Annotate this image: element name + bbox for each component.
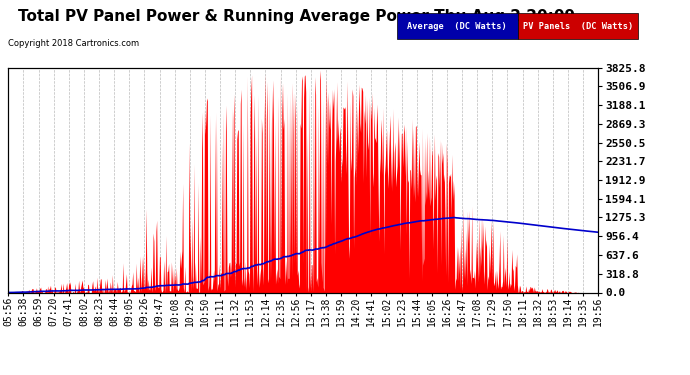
Text: Total PV Panel Power & Running Average Power Thu Aug 2 20:09: Total PV Panel Power & Running Average P… (18, 9, 575, 24)
Text: Copyright 2018 Cartronics.com: Copyright 2018 Cartronics.com (8, 39, 139, 48)
Text: PV Panels  (DC Watts): PV Panels (DC Watts) (523, 22, 633, 31)
Text: Average  (DC Watts): Average (DC Watts) (407, 22, 507, 31)
